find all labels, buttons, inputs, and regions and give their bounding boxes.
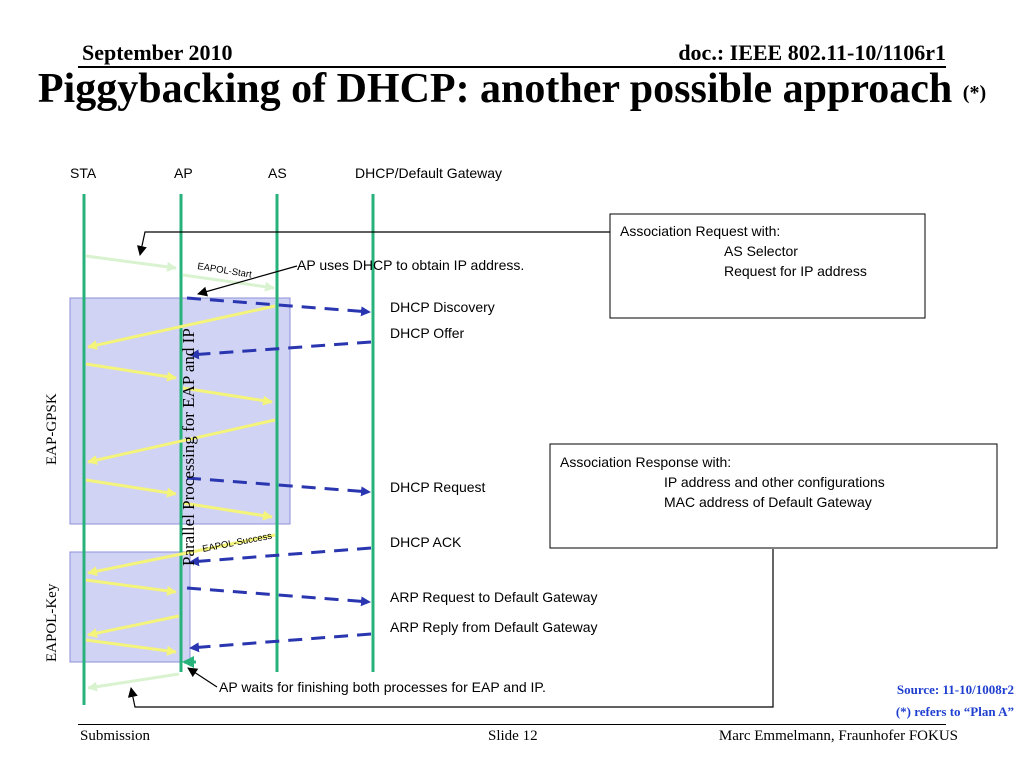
header-rule bbox=[78, 66, 946, 68]
eap-arrow bbox=[85, 362, 177, 382]
ap-dhcp-note: AP uses DHCP to obtain IP address. bbox=[297, 257, 524, 273]
ap-dhcp-pointer bbox=[197, 265, 298, 297]
eap-arrow bbox=[85, 478, 177, 498]
eapol-key-label: EAPOL-Key bbox=[44, 583, 60, 662]
dhcp-request-arrow bbox=[186, 476, 371, 497]
arp-reply-label: ARP Reply from Default Gateway bbox=[390, 619, 598, 635]
footer-rule bbox=[78, 724, 946, 725]
slide-title-text: Piggybacking of DHCP: another possible a… bbox=[37, 66, 953, 112]
title-footnote-marker: (*) bbox=[962, 82, 987, 104]
assoc-request-item: Request for IP address bbox=[724, 263, 867, 279]
lane-label-ap: AP bbox=[174, 165, 193, 181]
eap-arrow bbox=[182, 501, 273, 521]
header-doc-id: doc.: IEEE 802.11-10/1106r1 bbox=[678, 40, 946, 65]
assoc-response-text: Association Response with: IP address an… bbox=[560, 452, 885, 512]
parallel-processing-label: Parallel Processing for EAP and IP bbox=[179, 328, 198, 566]
eapol-success-arrow bbox=[87, 533, 276, 577]
assoc-request-callout-line bbox=[137, 231, 610, 256]
eap-arrow bbox=[87, 304, 276, 350]
dhcp-discovery-label: DHCP Discovery bbox=[390, 299, 495, 315]
arp-reply-arrow bbox=[189, 632, 372, 653]
assoc-response-title: Association Response with: bbox=[560, 454, 732, 470]
dhcp-ack-label: DHCP ACK bbox=[390, 534, 462, 550]
footer-slide-number: Slide 12 bbox=[488, 728, 538, 744]
eapol-key-arrow bbox=[85, 578, 177, 596]
dhcp-discovery-arrow bbox=[186, 296, 371, 317]
eapol-key-arrow bbox=[85, 638, 177, 656]
eap-arrow bbox=[87, 418, 276, 465]
eapol-start-arrow bbox=[182, 273, 275, 292]
header-date: September 2010 bbox=[82, 40, 233, 65]
footer-left: Submission bbox=[80, 728, 151, 744]
assoc-response-box bbox=[549, 443, 998, 549]
association-request-arrow bbox=[85, 254, 177, 272]
dhcp-ack-arrow bbox=[189, 546, 372, 567]
assoc-request-box bbox=[609, 213, 926, 319]
dhcp-request-label: DHCP Request bbox=[390, 479, 486, 495]
assoc-response-item: IP address and other configurations bbox=[664, 474, 885, 490]
arp-request-label: ARP Request to Default Gateway bbox=[390, 589, 598, 605]
assoc-request-title: Association Request with: bbox=[620, 223, 781, 239]
plan-note: (*) refers to “Plan A” bbox=[895, 704, 1014, 719]
lane-label-dhcp: DHCP/Default Gateway bbox=[355, 165, 502, 181]
lane-label-as: AS bbox=[268, 165, 287, 181]
assoc-request-text: Association Request with: AS Selector Re… bbox=[620, 221, 867, 281]
assoc-response-callout-line bbox=[127, 549, 774, 708]
arp-request-arrow bbox=[186, 586, 371, 607]
assoc-request-item: AS Selector bbox=[724, 243, 798, 259]
dhcp-offer-label: DHCP Offer bbox=[390, 325, 465, 341]
association-response-arrow bbox=[87, 672, 180, 692]
source-note: Source: 11-10/1008r2 bbox=[896, 682, 1014, 697]
assoc-response-item: MAC address of Default Gateway bbox=[664, 494, 872, 510]
ap-wait-pointer bbox=[187, 667, 218, 688]
eapol-key-arrow bbox=[87, 614, 180, 639]
eap-arrow bbox=[182, 386, 273, 406]
eap-gpsk-label: EAP-GPSK bbox=[44, 393, 60, 465]
ap-wait-note: AP waits for finishing both processes fo… bbox=[219, 679, 546, 695]
lane-label-sta: STA bbox=[70, 165, 97, 181]
slide-title: Piggybacking of DHCP: another possible a… bbox=[0, 64, 1024, 114]
footer-author: Marc Emmelmann, Fraunhofer FOKUS bbox=[718, 728, 958, 744]
eapol-success-label: EAPOL-Success bbox=[201, 531, 273, 555]
dhcp-offer-arrow bbox=[189, 340, 372, 360]
